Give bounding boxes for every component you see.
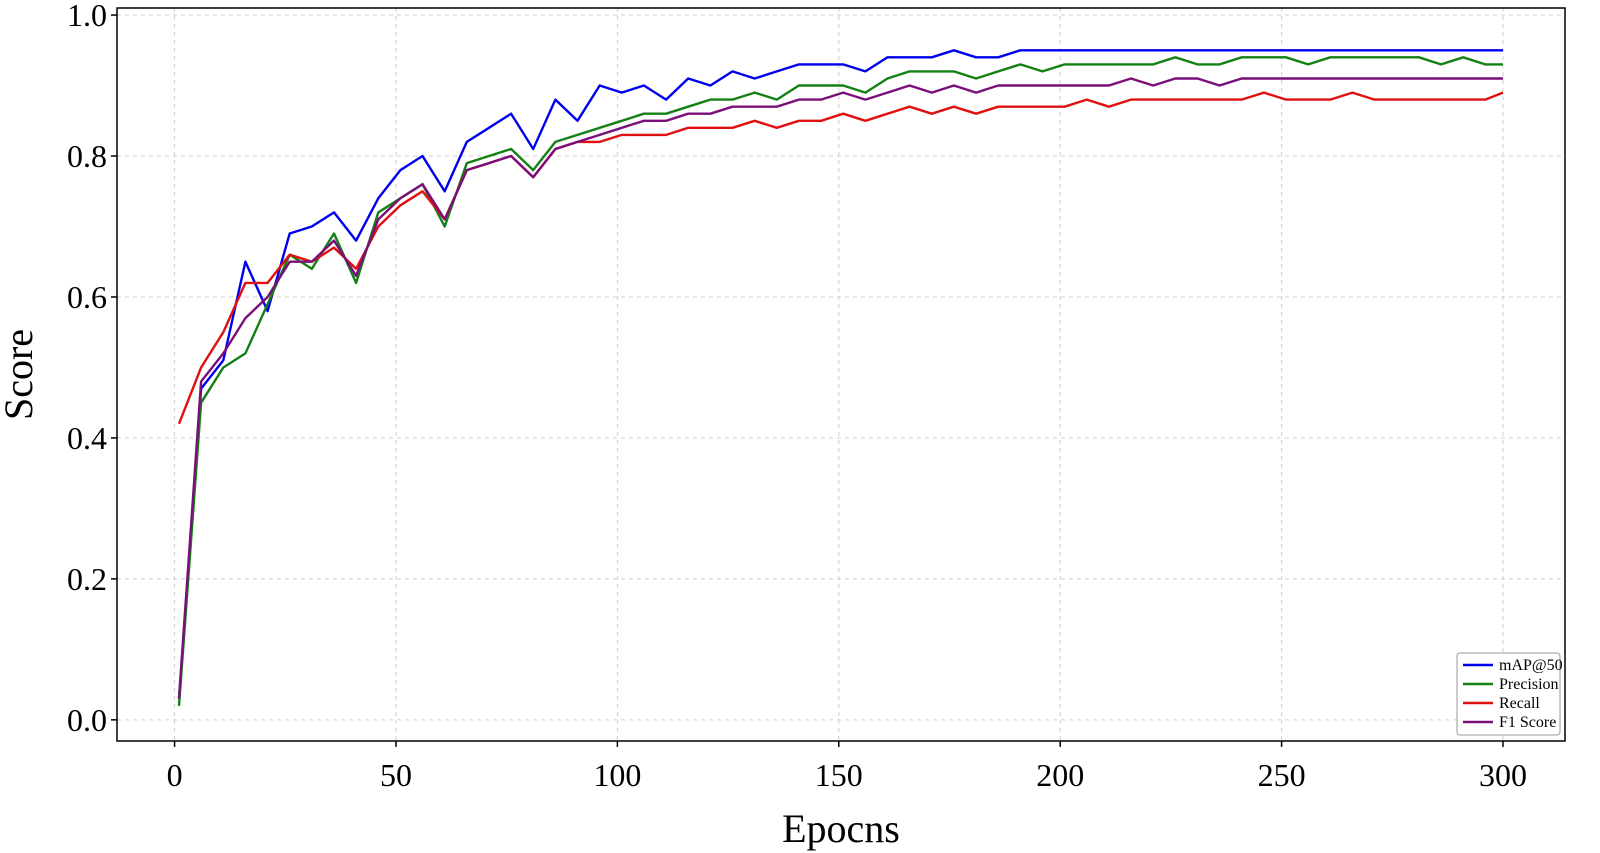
x-tick-label: 150 xyxy=(815,757,863,793)
y-tick-label: 0.2 xyxy=(67,561,107,597)
series-line-recall xyxy=(177,91,1504,425)
legend: mAP@50 Precision Recall F1 Score xyxy=(1456,652,1563,736)
series-line-precision xyxy=(177,56,1503,706)
legend-box xyxy=(1456,652,1561,736)
plot-frame xyxy=(116,7,1566,742)
series-line-f1-score xyxy=(177,77,1503,699)
y-tick-label: 0.8 xyxy=(67,138,107,174)
gridlines xyxy=(117,8,1565,741)
legend-label-f1-score: F1 Score xyxy=(1499,714,1556,731)
y-tick-label: 0.6 xyxy=(67,279,107,315)
series-lines xyxy=(177,49,1504,706)
legend-label-recall: Recall xyxy=(1499,695,1540,712)
legend-label-precision: Precision xyxy=(1499,676,1559,693)
x-tick-label: 0 xyxy=(167,757,183,793)
y-tick-label: 0.4 xyxy=(67,420,107,456)
x-axis-title: Epocns xyxy=(782,806,900,851)
y-axis-title: Score xyxy=(0,329,41,420)
x-tick-label: 250 xyxy=(1258,757,1306,793)
y-tick-label: 0.0 xyxy=(67,702,107,738)
x-tick-label: 50 xyxy=(380,757,412,793)
y-tick-label: 1.0 xyxy=(67,0,107,33)
legend-label-map50: mAP@50 xyxy=(1499,657,1563,674)
axis-ticks: 0 50 100 150 200 250 300 0.0 0.2 0.4 0.6 0.8 1.0 xyxy=(67,0,1527,793)
x-tick-label: 300 xyxy=(1479,757,1527,793)
series-line-map-50 xyxy=(177,49,1503,699)
x-tick-label: 200 xyxy=(1036,757,1084,793)
x-tick-label: 100 xyxy=(593,757,641,793)
